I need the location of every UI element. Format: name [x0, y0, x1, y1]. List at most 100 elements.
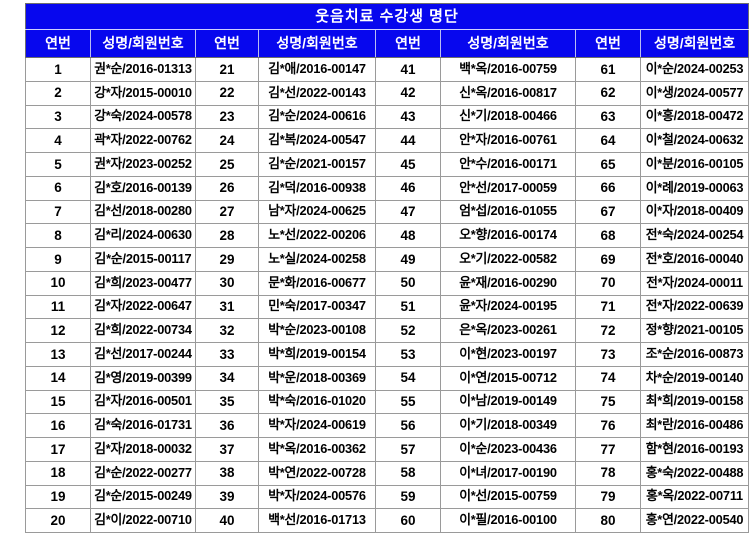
- cell-name-member: 전*호/2016-00040: [639, 247, 750, 272]
- cell-serial: 33: [195, 342, 259, 367]
- cell-serial: 6: [25, 175, 91, 201]
- cell-name-member: 은*옥/2023-00261: [440, 318, 576, 343]
- cell-serial: 56: [375, 413, 441, 438]
- cell-name-member: 김*순/2022-00277: [90, 460, 196, 486]
- table-body: 1 권*순/2016-01313 21 김*애/2016-00147 41 백*…: [25, 57, 750, 533]
- cell-serial: 48: [375, 223, 441, 248]
- header-name-member-2: 성명/회원번호: [258, 29, 376, 58]
- cell-name-member: 최*란/2016-00486: [639, 413, 750, 438]
- cell-name-member: 박*희/2019-00154: [258, 342, 376, 367]
- cell-name-member: 문*화/2016-00677: [258, 270, 376, 296]
- cell-serial: 13: [25, 342, 91, 367]
- table-title-row: 웃음치료 수강생 명단: [25, 3, 749, 30]
- cell-name-member: 김*리/2024-00630: [90, 223, 196, 248]
- cell-name-member: 조*순/2016-00873: [639, 342, 750, 367]
- cell-serial: 8: [25, 223, 91, 248]
- table-row: 15 김*자/2016-00501 35 박*숙/2016-01020 55 이…: [25, 389, 750, 415]
- cell-serial: 11: [25, 294, 91, 320]
- cell-name-member: 전*자/2022-00639: [639, 294, 750, 320]
- cell-serial: 10: [25, 270, 91, 296]
- cell-serial: 18: [25, 460, 91, 486]
- cell-name-member: 윤*자/2024-00195: [440, 294, 576, 320]
- cell-name-member: 김*선/2018-00280: [90, 199, 196, 225]
- cell-serial: 43: [375, 104, 441, 130]
- cell-name-member: 강*숙/2024-00578: [90, 104, 196, 130]
- cell-serial: 1: [25, 57, 91, 82]
- cell-name-member: 박*옥/2016-00362: [258, 437, 376, 462]
- cell-serial: 16: [25, 413, 91, 438]
- cell-name-member: 권*순/2016-01313: [90, 57, 196, 82]
- table-row: 19 김*순/2015-00249 39 박*자/2024-00576 59 이…: [25, 484, 750, 510]
- cell-serial: 68: [575, 223, 641, 248]
- cell-name-member: 박*순/2023-00108: [258, 318, 376, 343]
- table-row: 18 김*순/2022-00277 38 박*연/2022-00728 58 이…: [25, 460, 750, 486]
- cell-serial: 19: [25, 484, 91, 510]
- cell-name-member: 김*숙/2016-01731: [90, 413, 196, 438]
- cell-name-member: 김*덕/2016-00938: [258, 175, 376, 201]
- cell-name-member: 남*자/2024-00625: [258, 199, 376, 225]
- cell-name-member: 안*자/2016-00761: [440, 128, 576, 153]
- cell-serial: 60: [375, 508, 441, 533]
- cell-name-member: 이*녀/2017-00190: [440, 460, 576, 486]
- cell-name-member: 이*순/2024-00253: [639, 57, 750, 82]
- table-row: 13 김*선/2017-00244 33 박*희/2019-00154 53 이…: [25, 342, 750, 367]
- cell-serial: 12: [25, 318, 91, 343]
- table-row: 11 김*자/2022-00647 31 민*숙/2017-00347 51 윤…: [25, 294, 750, 320]
- cell-serial: 46: [375, 175, 441, 201]
- cell-name-member: 이*순/2023-00436: [440, 437, 576, 462]
- cell-serial: 69: [575, 247, 641, 272]
- table-row: 9 김*순/2015-00117 29 노*실/2024-00258 49 오*…: [25, 247, 750, 272]
- cell-serial: 79: [575, 484, 641, 510]
- cell-name-member: 정*향/2021-00105: [639, 318, 750, 343]
- table-row: 8 김*리/2024-00630 28 노*선/2022-00206 48 오*…: [25, 223, 750, 248]
- cell-serial: 75: [575, 389, 641, 415]
- cell-name-member: 김*복/2024-00547: [258, 128, 376, 153]
- cell-name-member: 김*자/2022-00647: [90, 294, 196, 320]
- cell-serial: 51: [375, 294, 441, 320]
- cell-name-member: 김*순/2024-00616: [258, 104, 376, 130]
- table-row: 1 권*순/2016-01313 21 김*애/2016-00147 41 백*…: [25, 57, 750, 82]
- cell-name-member: 노*선/2022-00206: [258, 223, 376, 248]
- cell-serial: 42: [375, 80, 441, 106]
- cell-serial: 21: [195, 57, 259, 82]
- header-serial-4: 연번: [575, 29, 641, 58]
- cell-serial: 24: [195, 128, 259, 153]
- cell-name-member: 오*향/2016-00174: [440, 223, 576, 248]
- cell-serial: 28: [195, 223, 259, 248]
- cell-name-member: 차*순/2019-00140: [639, 365, 750, 391]
- cell-serial: 49: [375, 247, 441, 272]
- table-row: 5 권*자/2023-00252 25 김*순/2021-00157 45 안*…: [25, 152, 750, 177]
- table-row: 10 김*희/2023-00477 30 문*화/2016-00677 50 윤…: [25, 270, 750, 296]
- cell-name-member: 홍*옥/2022-00711: [639, 484, 750, 510]
- cell-serial: 2: [25, 80, 91, 106]
- table-row: 12 김*희/2022-00734 32 박*순/2023-00108 52 은…: [25, 318, 750, 343]
- cell-name-member: 이*연/2015-00712: [440, 365, 576, 391]
- cell-name-member: 박*자/2024-00619: [258, 413, 376, 438]
- cell-name-member: 오*기/2022-00582: [440, 247, 576, 272]
- header-name-member-3: 성명/회원번호: [440, 29, 576, 58]
- cell-serial: 65: [575, 152, 641, 177]
- header-serial-3: 연번: [375, 29, 441, 58]
- cell-name-member: 권*자/2023-00252: [90, 152, 196, 177]
- cell-name-member: 박*자/2024-00576: [258, 484, 376, 510]
- cell-serial: 34: [195, 365, 259, 391]
- table-row: 6 김*호/2016-00139 26 김*덕/2016-00938 46 안*…: [25, 175, 750, 201]
- cell-name-member: 김*순/2015-00117: [90, 247, 196, 272]
- cell-serial: 32: [195, 318, 259, 343]
- cell-serial: 37: [195, 437, 259, 462]
- student-roster-table: 웃음치료 수강생 명단 연번 성명/회원번호 연번 성명/회원번호 연번 성명/…: [25, 3, 750, 533]
- cell-name-member: 김*호/2016-00139: [90, 175, 196, 201]
- cell-name-member: 김*선/2017-00244: [90, 342, 196, 367]
- cell-serial: 59: [375, 484, 441, 510]
- cell-serial: 20: [25, 508, 91, 533]
- cell-serial: 35: [195, 389, 259, 415]
- cell-serial: 73: [575, 342, 641, 367]
- cell-name-member: 김*선/2022-00143: [258, 80, 376, 106]
- cell-serial: 17: [25, 437, 91, 462]
- table-row: 4 곽*자/2022-00762 24 김*복/2024-00547 44 안*…: [25, 128, 750, 153]
- table-row: 7 김*선/2018-00280 27 남*자/2024-00625 47 엄*…: [25, 199, 750, 225]
- cell-name-member: 홍*숙/2022-00488: [639, 460, 750, 486]
- cell-serial: 71: [575, 294, 641, 320]
- cell-name-member: 엄*섭/2016-01055: [440, 199, 576, 225]
